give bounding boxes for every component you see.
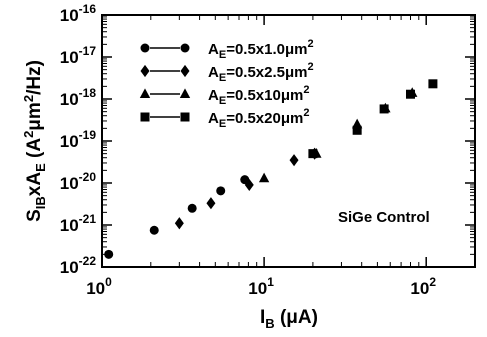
legend-item: AE=0.5x1.0μm2 (140, 38, 314, 61)
point-circle (149, 225, 159, 235)
legend-label: AE=0.5x10μm2 (208, 84, 309, 107)
y-tick-label: 10-17 (60, 44, 97, 67)
legend-marker-diamond (180, 64, 190, 78)
legend-label: AE=0.5x1.0μm2 (208, 38, 314, 61)
data-points (104, 79, 438, 259)
point-circle (187, 203, 197, 213)
point-square (308, 149, 318, 159)
y-tick-label: 10-18 (60, 86, 97, 109)
annotation-sige-control: SiGe Control (338, 209, 430, 226)
y-tick-label: 10-20 (60, 170, 97, 193)
legend-marker-triangle (179, 88, 191, 99)
x-tick-label: 101 (248, 275, 274, 298)
legend-marker-square (140, 112, 150, 122)
point-diamond (206, 197, 216, 210)
x-axis-label: IB (μA) (260, 307, 318, 331)
plot-frame (101, 14, 476, 268)
x-tick-labels: 100 101 102 (86, 275, 436, 298)
x-tick-label: 100 (86, 275, 112, 298)
legend-label: AE=0.5x2.5μm2 (208, 61, 314, 84)
legend-marker-square (180, 112, 190, 122)
point-square (379, 104, 389, 114)
x-tick-label: 102 (410, 275, 436, 298)
legend-label: AE=0.5x20μm2 (208, 107, 309, 130)
legend-item: AE=0.5x20μm2 (140, 107, 309, 130)
legend-item: AE=0.5x2.5μm2 (140, 61, 314, 84)
y-tick-label: 10-22 (60, 254, 97, 277)
point-square (428, 79, 438, 89)
point-diamond (289, 154, 299, 167)
legend-item: AE=0.5x10μm2 (139, 84, 309, 107)
legend: AE=0.5x1.0μm2AE=0.5x2.5μm2AE=0.5x10μm2AE… (139, 38, 314, 130)
point-triangle (258, 172, 270, 183)
point-square (352, 125, 362, 135)
point-diamond (174, 217, 184, 230)
y-tick-label: 10-16 (60, 2, 97, 25)
y-tick-label: 10-21 (60, 212, 97, 235)
legend-marker-circle (180, 43, 190, 53)
point-diamond (244, 178, 254, 191)
y-axis-label: SIBxAE (A2μm2/Hz) (21, 60, 48, 222)
point-circle (104, 249, 114, 259)
legend-marker-circle (140, 43, 150, 53)
point-square (405, 89, 415, 99)
y-tick-labels: 10-16 10-17 10-18 10-19 10-20 10-21 10-22 (60, 2, 97, 277)
point-circle (216, 186, 226, 196)
legend-marker-triangle (139, 88, 151, 99)
y-tick-label: 10-19 (60, 128, 97, 151)
legend-marker-diamond (140, 64, 150, 78)
